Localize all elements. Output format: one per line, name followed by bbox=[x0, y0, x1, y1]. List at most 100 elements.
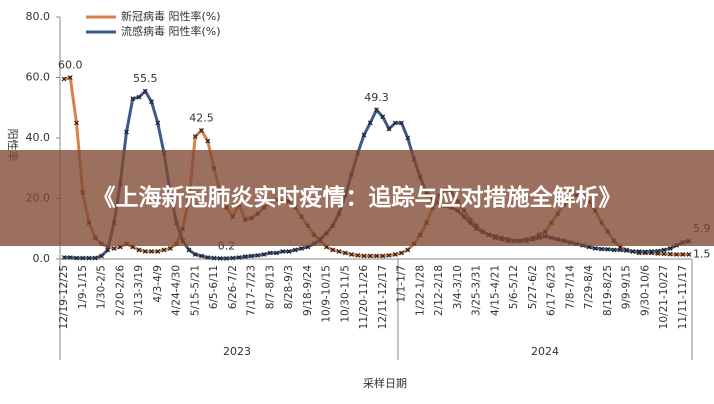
x-tick-label: 9/9-9/15 bbox=[621, 265, 633, 309]
point-marker bbox=[61, 76, 67, 82]
data-label: 60.0 bbox=[58, 59, 83, 72]
point-marker bbox=[92, 255, 98, 261]
point-marker bbox=[686, 252, 692, 257]
point-marker bbox=[74, 255, 79, 261]
point-marker bbox=[367, 120, 373, 126]
point-marker bbox=[661, 247, 667, 253]
point-marker bbox=[155, 120, 161, 126]
x-tick-label: 10/21-10/27 bbox=[658, 265, 670, 329]
x-tick-label: 5/15-5/21 bbox=[189, 265, 201, 316]
point-marker bbox=[649, 249, 654, 254]
point-marker bbox=[380, 253, 386, 259]
point-marker bbox=[67, 255, 73, 260]
point-marker bbox=[211, 255, 217, 261]
data-label: 49.3 bbox=[364, 91, 389, 104]
point-marker bbox=[392, 252, 398, 257]
point-marker bbox=[192, 134, 198, 139]
x-tick-label: 6/26-7/2 bbox=[227, 265, 239, 309]
x-tick-label: 11/20-11/26 bbox=[358, 265, 370, 330]
point-marker bbox=[261, 252, 267, 257]
x-tick-label: 8/7-8/13 bbox=[264, 265, 276, 309]
point-marker bbox=[280, 249, 286, 254]
point-marker bbox=[236, 255, 242, 260]
point-marker bbox=[405, 247, 411, 253]
point-marker bbox=[111, 245, 117, 251]
point-marker bbox=[599, 246, 604, 252]
x-tick-label: 3/4-3/10 bbox=[452, 265, 464, 309]
point-marker bbox=[199, 128, 204, 133]
point-marker bbox=[267, 250, 273, 256]
x-tick-label: 12/11-12/17 bbox=[377, 265, 389, 329]
point-marker bbox=[336, 249, 342, 254]
point-marker bbox=[99, 253, 104, 259]
point-marker bbox=[330, 247, 336, 253]
x-tick-label: 8/28-9/3 bbox=[283, 265, 295, 309]
point-marker bbox=[249, 253, 254, 259]
y-tick-label: 60.0 bbox=[26, 71, 51, 84]
x-tick-label: 4/24-4/30 bbox=[171, 265, 183, 316]
point-marker bbox=[349, 252, 354, 257]
legend-label: 新冠病毒 阳性率(%) bbox=[121, 9, 221, 23]
point-marker bbox=[667, 251, 673, 257]
point-marker bbox=[242, 254, 248, 260]
x-tick-label: 5/27-6/2 bbox=[527, 265, 539, 309]
point-marker bbox=[611, 247, 617, 253]
x-tick-label: 1/22-1/28 bbox=[414, 265, 426, 316]
point-marker bbox=[67, 75, 73, 80]
x-tick-label: 2/12-2/18 bbox=[433, 265, 445, 316]
point-marker bbox=[205, 138, 211, 144]
point-marker bbox=[86, 255, 92, 261]
x-tick-label: 6/5-6/11 bbox=[208, 265, 220, 309]
x-tick-label: 9/18-9/24 bbox=[302, 265, 314, 316]
year-label: 2023 bbox=[223, 345, 251, 358]
point-marker bbox=[286, 249, 292, 254]
point-marker bbox=[361, 132, 367, 138]
point-marker bbox=[61, 255, 67, 260]
point-marker bbox=[374, 107, 379, 113]
x-tick-label: 3/13-3/19 bbox=[133, 265, 145, 316]
point-marker bbox=[630, 249, 636, 254]
point-marker bbox=[142, 88, 148, 94]
point-marker bbox=[136, 94, 142, 100]
y-tick-label: 40.0 bbox=[26, 131, 51, 144]
x-tick-label: 1/30-2/5 bbox=[96, 265, 108, 309]
point-marker bbox=[374, 253, 379, 259]
point-marker bbox=[149, 99, 154, 105]
data-label: 1.5 bbox=[693, 247, 711, 260]
point-marker bbox=[155, 249, 161, 254]
x-tick-label: 7/17-7/23 bbox=[246, 265, 258, 316]
point-marker bbox=[149, 249, 154, 254]
point-marker bbox=[367, 253, 373, 259]
x-tick-label: 10/9-10/15 bbox=[321, 265, 333, 323]
point-marker bbox=[380, 114, 386, 120]
point-marker bbox=[199, 253, 204, 259]
point-marker bbox=[142, 249, 148, 254]
point-marker bbox=[217, 255, 223, 261]
point-marker bbox=[74, 120, 79, 126]
point-marker bbox=[386, 126, 392, 132]
point-marker bbox=[674, 252, 679, 257]
point-marker bbox=[355, 252, 361, 258]
point-marker bbox=[361, 253, 367, 259]
point-marker bbox=[405, 135, 411, 141]
point-marker bbox=[292, 247, 298, 253]
point-marker bbox=[80, 255, 86, 261]
point-marker bbox=[617, 247, 623, 253]
point-marker bbox=[192, 252, 198, 257]
point-marker bbox=[342, 250, 348, 256]
point-marker bbox=[592, 245, 598, 251]
x-tick-label: 12/19-12/25 bbox=[58, 265, 70, 329]
point-marker bbox=[386, 252, 392, 258]
point-marker bbox=[636, 249, 642, 254]
point-marker bbox=[661, 251, 667, 257]
point-marker bbox=[136, 247, 142, 253]
point-marker bbox=[667, 245, 673, 251]
point-marker bbox=[130, 96, 136, 102]
point-marker bbox=[680, 252, 686, 257]
x-tick-label: 6/17-6/23 bbox=[546, 265, 558, 316]
x-tick-label: 4/3-4/9 bbox=[152, 265, 164, 303]
point-marker bbox=[224, 255, 229, 261]
point-marker bbox=[105, 247, 111, 253]
